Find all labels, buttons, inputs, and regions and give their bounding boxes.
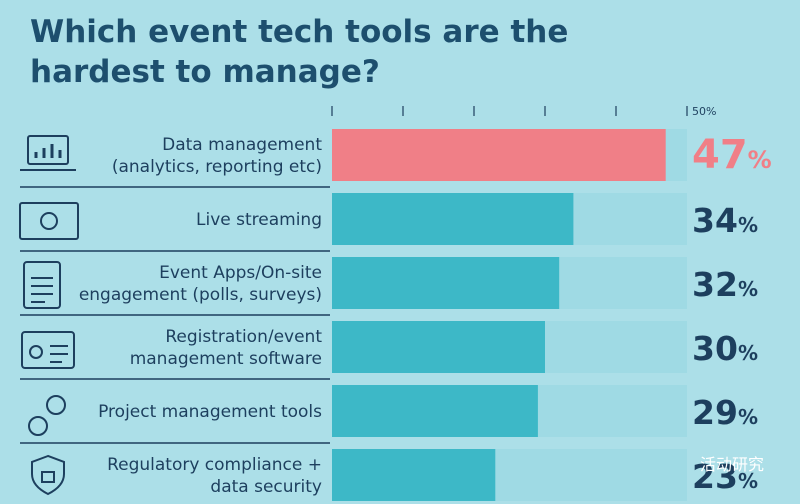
bar bbox=[332, 193, 574, 245]
value-unit: % bbox=[748, 146, 772, 174]
text-line: management software bbox=[130, 349, 322, 369]
value-number: 32 bbox=[692, 265, 738, 304]
text-line: Project management tools bbox=[98, 402, 322, 422]
bar bbox=[332, 257, 560, 309]
value-label: 23% bbox=[692, 457, 758, 496]
value-unit: % bbox=[738, 277, 758, 301]
bar bbox=[332, 129, 666, 181]
value-label: 30% bbox=[692, 329, 758, 368]
value-unit: % bbox=[738, 469, 758, 493]
value-label: 29% bbox=[692, 393, 758, 432]
x-tick-label: 50% bbox=[692, 105, 716, 118]
watermark: 活动研究 bbox=[700, 455, 764, 474]
value-number: 47 bbox=[692, 132, 748, 178]
bar bbox=[332, 449, 496, 501]
value-label: 32% bbox=[692, 265, 758, 304]
text-line: Event Apps/On-site bbox=[159, 263, 322, 283]
text-line: Data management bbox=[162, 135, 322, 155]
bar bbox=[332, 321, 545, 373]
category-label: Regulatory compliance + data security bbox=[107, 455, 322, 497]
row-separators bbox=[20, 186, 330, 444]
category-label: Event Apps/On-site engagement (polls, sur… bbox=[79, 263, 322, 305]
value-number: 34 bbox=[692, 201, 738, 240]
text-line: engagement (polls, surveys) bbox=[79, 285, 322, 305]
category-label: Live streaming bbox=[196, 210, 322, 230]
category-label: Registration/event management software bbox=[130, 327, 323, 369]
chart-title: Which event tech tools are the hardest to… bbox=[30, 14, 568, 90]
value-unit: % bbox=[738, 341, 758, 365]
value-label: 47% bbox=[692, 132, 772, 178]
text-line: Regulatory compliance + bbox=[107, 455, 322, 475]
text-line: Registration/event bbox=[165, 327, 322, 347]
value-number: 30 bbox=[692, 329, 738, 368]
text-line: (analytics, reporting etc) bbox=[112, 157, 322, 177]
text-line: hardest to manage? bbox=[30, 54, 380, 90]
value-unit: % bbox=[738, 213, 758, 237]
icons bbox=[19, 135, 79, 496]
text-line: Live streaming bbox=[196, 210, 322, 230]
bar bbox=[332, 385, 538, 437]
value-unit: % bbox=[738, 405, 758, 429]
value-label: 34% bbox=[692, 201, 758, 240]
category-label: Data management (analytics, reporting etc… bbox=[112, 135, 322, 177]
category-label: Project management tools bbox=[98, 402, 322, 422]
value-number: 23 bbox=[692, 457, 738, 496]
text-line: Which event tech tools are the bbox=[30, 14, 568, 50]
value-number: 29 bbox=[692, 393, 738, 432]
text-line: data security bbox=[210, 477, 322, 497]
